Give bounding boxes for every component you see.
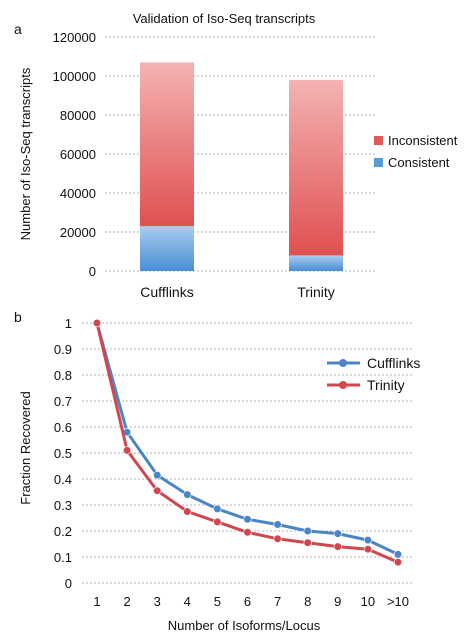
point-cufflinks-2	[153, 471, 162, 480]
bar-cufflinks-consistent	[140, 226, 194, 271]
panel-b-label: b	[14, 309, 22, 325]
b-y-tick-label-6: 0.6	[54, 420, 72, 435]
point-trinity-0	[92, 318, 102, 328]
point-trinity-8	[333, 542, 342, 551]
legend-label-trinity: Trinity	[367, 377, 405, 393]
b-y-tick-label-7: 0.7	[54, 394, 72, 409]
point-cufflinks-8	[333, 529, 342, 538]
bar-trinity-inconsistent	[289, 79, 343, 256]
panel-b-chart: b Fraction Recovered Number of Isoforms/…	[14, 309, 420, 633]
point-trinity-4	[213, 517, 222, 527]
a-x-tick-label-1: Trinity	[297, 284, 335, 300]
point-trinity-6	[273, 534, 282, 543]
a-y-tick-label-0: 0	[89, 264, 96, 279]
b-y-tick-label-8: 0.8	[54, 368, 72, 383]
point-cufflinks-5	[243, 515, 252, 524]
a-x-tick-label-0: Cufflinks	[140, 284, 193, 300]
panel-a-title: Validation of Iso-Seq transcripts	[133, 11, 316, 26]
b-x-tick-label-4: 5	[214, 594, 221, 609]
point-trinity-3	[183, 507, 192, 516]
panel-a-y-axis-label: Number of Iso-Seq transcripts	[18, 67, 33, 240]
a-y-tick-label-6: 120000	[53, 30, 96, 45]
panel-a-label: a	[14, 21, 22, 37]
point-cufflinks-4	[213, 504, 222, 514]
point-cufflinks-6	[273, 520, 282, 529]
a-y-tick-label-3: 60000	[60, 147, 96, 162]
b-y-tick-label-0: 0	[65, 576, 72, 591]
panel-b-y-axis-label: Fraction Recovered	[18, 391, 33, 504]
point-trinity-5	[243, 528, 252, 537]
point-cufflinks-7	[303, 526, 312, 536]
b-y-tick-label-5: 0.5	[54, 446, 72, 461]
b-x-tick-label-2: 3	[154, 594, 161, 609]
b-x-tick-label-5: 6	[244, 594, 251, 609]
bar-cufflinks-inconsistent	[140, 62, 194, 227]
a-y-tick-label-1: 20000	[60, 225, 96, 240]
b-y-tick-label-4: 0.4	[54, 472, 72, 487]
legend-marker-cufflinks	[339, 359, 347, 367]
b-x-tick-label-9: 10	[361, 594, 375, 609]
panel-b-x-axis-label: Number of Isoforms/Locus	[168, 618, 321, 633]
b-y-tick-label-9: 0.9	[54, 342, 72, 357]
b-x-tick-label-10: >10	[387, 594, 409, 609]
point-trinity-10	[393, 558, 403, 567]
b-y-tick-label-1: 0.1	[54, 550, 72, 565]
b-x-tick-label-1: 2	[123, 594, 130, 609]
b-x-tick-label-6: 7	[274, 594, 281, 609]
bar-trinity-consistent	[289, 255, 343, 271]
legend-swatch-inconsistent	[374, 136, 383, 145]
b-y-tick-label-3: 0.3	[54, 498, 72, 513]
a-y-tick-label-5: 100000	[53, 69, 96, 84]
a-y-tick-label-2: 40000	[60, 186, 96, 201]
point-cufflinks-9	[363, 535, 373, 545]
b-x-tick-label-3: 4	[184, 594, 191, 609]
legend-swatch-consistent	[374, 158, 383, 167]
point-cufflinks-10	[393, 550, 403, 559]
point-cufflinks-3	[183, 490, 192, 499]
point-trinity-7	[303, 538, 312, 547]
legend-label-consistent: Consistent	[388, 155, 450, 170]
point-trinity-1	[122, 446, 132, 455]
legend-marker-trinity	[339, 381, 347, 389]
b-x-tick-label-8: 9	[334, 594, 341, 609]
b-x-tick-label-7: 8	[304, 594, 311, 609]
b-x-tick-label-0: 1	[93, 594, 100, 609]
legend-label-cufflinks: Cufflinks	[367, 355, 420, 371]
point-trinity-9	[363, 545, 373, 554]
b-y-tick-label-10: 1	[65, 316, 72, 331]
a-y-tick-label-4: 80000	[60, 108, 96, 123]
panel-a-chart: a Validation of Iso-Seq transcripts Numb…	[14, 11, 458, 300]
point-trinity-2	[153, 486, 162, 495]
b-y-tick-label-2: 0.2	[54, 524, 72, 539]
legend-label-inconsistent: Inconsistent	[388, 133, 458, 148]
series-line-trinity	[95, 322, 399, 564]
